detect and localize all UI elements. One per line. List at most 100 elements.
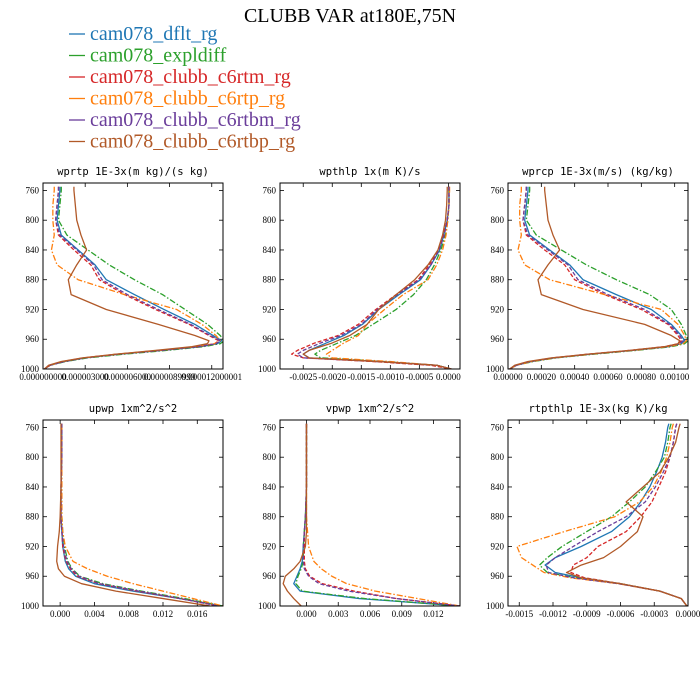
y-tick-label: 800	[263, 452, 277, 462]
x-tick-label: -0.0012	[539, 609, 567, 619]
series-line-cam078_clubb_c6rtm_rg	[303, 423, 460, 606]
y-tick-label: 920	[491, 541, 505, 551]
y-tick-label: 960	[26, 571, 40, 581]
x-tick-label: -0.0006	[607, 609, 635, 619]
x-tick-label: -0.0020	[318, 372, 346, 382]
x-tick-label: 0.00060	[593, 372, 623, 382]
panel-title: upwp 1xm^2/s^2	[89, 403, 178, 415]
y-tick-label: 1000	[486, 364, 505, 374]
series-line-cam078_dflt_rg	[509, 186, 686, 369]
y-tick-label: 920	[491, 304, 505, 314]
x-tick-label: 0.00000	[493, 372, 523, 382]
y-tick-label: 920	[263, 541, 277, 551]
x-tick-label: -0.0015	[505, 609, 533, 619]
series-line-cam078_clubb_c6rtm_rg	[509, 186, 682, 369]
series-group	[509, 186, 688, 369]
series-line-cam078_expldiff	[538, 423, 688, 606]
x-tick-label: 0.004	[84, 609, 105, 619]
y-tick-label: 1000	[21, 601, 40, 611]
y-tick-label: 920	[263, 304, 277, 314]
series-line-cam078_clubb_c6rtbm_rg	[60, 423, 219, 606]
x-tick-label: 0.000	[296, 609, 317, 619]
y-tick-label: 840	[263, 245, 277, 255]
y-tick-label: 760	[263, 185, 277, 195]
y-tick-label: 760	[26, 185, 40, 195]
plot-frame	[279, 182, 461, 370]
series-line-cam078_clubb_c6rtp_rg	[509, 186, 687, 369]
x-tick-label: 0.0000	[436, 372, 461, 382]
series-line-cam078_clubb_c6rtp_rg	[516, 423, 688, 606]
series-line-cam078_clubb_c6rtbp_rg	[56, 423, 211, 606]
figure-title: CLUBB VAR at180E,75N	[244, 5, 456, 27]
y-tick-label: 840	[491, 482, 505, 492]
y-tick-label: 880	[491, 275, 505, 285]
panel-1: wprtp 1E-3x(m kg)/(s kg) 760 800 840 880 920 9…	[19, 166, 242, 382]
series-line-cam078_clubb_c6rtbp_rg	[302, 186, 452, 369]
series-group	[290, 186, 452, 369]
series-line-cam078_clubb_c6rtp_rg	[325, 186, 452, 369]
y-tick-label: 1000	[21, 364, 40, 374]
y-tick-label: 840	[26, 245, 40, 255]
panel-title: wpthlp 1x(m K)/s	[319, 166, 420, 178]
panels: wprtp 1E-3x(m kg)/(s kg) 760 800 840 880 920 9…	[19, 166, 700, 619]
plot-frame	[507, 419, 689, 607]
panel-5: vpwp 1xm^2/s^2 760 800 840 880 920 960 1000 0.00…	[258, 403, 461, 619]
y-tick-label: 840	[263, 482, 277, 492]
y-tick-label: 840	[491, 245, 505, 255]
series-line-cam078_clubb_c6rtbm_rg	[509, 186, 684, 369]
y-tick-label: 800	[26, 452, 40, 462]
series-group	[56, 423, 223, 606]
y-tick-label: 880	[491, 512, 505, 522]
series-line-cam078_clubb_c6rtbp_rg	[565, 423, 688, 606]
panel-title: rtpthlp 1E-3x(kg K)/kg	[528, 403, 667, 415]
series-line-cam078_clubb_c6rtbp_rg	[282, 423, 308, 606]
x-tick-label: 0.0000	[676, 609, 700, 619]
panel-6: rtpthlp 1E-3x(kg K)/kg 760 800 840 880 920 960…	[486, 403, 700, 619]
x-tick-label: -0.0009	[573, 609, 601, 619]
y-tick-label: 800	[26, 215, 40, 225]
y-tick-label: 760	[491, 185, 505, 195]
series-line-cam078_dflt_rg	[293, 423, 460, 606]
plot-frame	[507, 182, 689, 370]
x-tick-label: 0.012	[423, 609, 443, 619]
y-tick-label: 960	[263, 334, 277, 344]
series-line-cam078_clubb_c6rtbm_rg	[302, 423, 460, 606]
series-line-cam078_clubb_c6rtp_rg	[305, 423, 460, 606]
y-tick-label: 800	[491, 452, 505, 462]
y-tick-label: 760	[26, 422, 40, 432]
y-tick-label: 920	[26, 541, 40, 551]
x-tick-label: 0.000003000	[62, 372, 110, 382]
series-line-cam078_dflt_rg	[44, 186, 223, 369]
legend-label-cam078_clubb_c6rtp_rg: cam078_clubb_c6rtp_rg	[90, 88, 285, 110]
y-tick-label: 880	[26, 275, 40, 285]
panel-3: wprcp 1E-3x(m/s) (kg/kg) 760 800 840 880 920 9…	[486, 166, 690, 382]
x-tick-label: -0.0025	[289, 372, 317, 382]
plot-frame	[42, 419, 224, 607]
series-line-cam078_expldiff	[44, 186, 223, 369]
y-tick-label: 960	[491, 334, 505, 344]
series-line-cam078_clubb_c6rtbp_rg	[43, 186, 210, 369]
y-tick-label: 960	[263, 571, 277, 581]
x-tick-label: 0.0000089999	[144, 372, 196, 382]
legend-label-cam078_clubb_c6rtm_rg: cam078_clubb_c6rtm_rg	[90, 66, 291, 88]
panel-2: wpthlp 1x(m K)/s 760 800 840 880 920 960 1000 -0…	[258, 166, 461, 382]
series-line-cam078_expldiff	[295, 423, 460, 606]
x-tick-label: 0.008	[119, 609, 140, 619]
y-tick-label: 1000	[258, 364, 277, 374]
series-line-cam078_clubb_c6rtbm_rg	[296, 186, 452, 369]
legend-label-cam078_expldiff: cam078_expldiff	[90, 45, 227, 67]
series-line-cam078_clubb_c6rtbp_rg	[509, 186, 681, 369]
plot-frame	[42, 182, 224, 370]
y-tick-label: 960	[491, 571, 505, 581]
legend-label-cam078_dflt_rg: cam078_dflt_rg	[90, 23, 217, 45]
panel-title: wprtp 1E-3x(m kg)/(s kg)	[57, 166, 209, 178]
panel-title: wprcp 1E-3x(m/s) (kg/kg)	[522, 166, 674, 178]
y-tick-label: 760	[491, 422, 505, 432]
y-tick-label: 760	[263, 422, 277, 432]
x-tick-label: 0.00020	[527, 372, 557, 382]
x-tick-label: 0.006	[360, 609, 381, 619]
x-tick-label: -0.0015	[347, 372, 375, 382]
x-tick-label: 0.00100	[660, 372, 690, 382]
y-tick-label: 1000	[486, 601, 505, 611]
